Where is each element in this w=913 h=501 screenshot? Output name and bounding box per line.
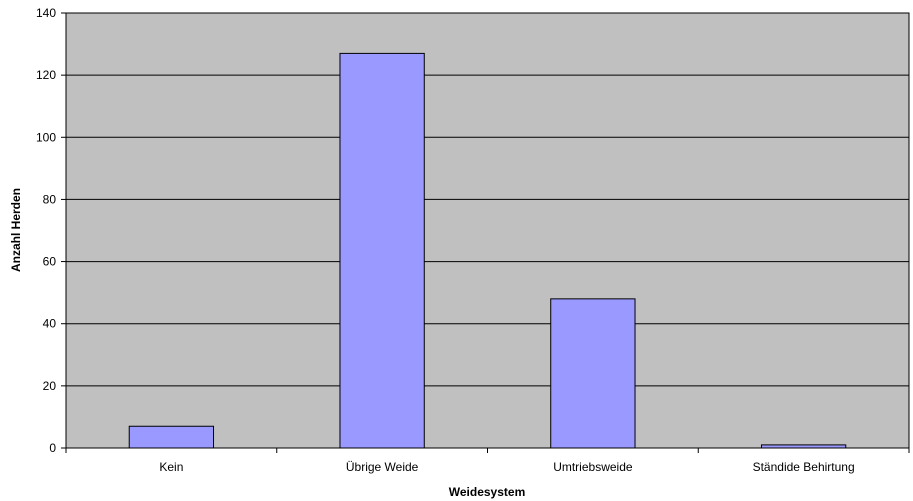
y-tick-label: 80 xyxy=(43,192,57,206)
gridlines xyxy=(66,74,909,387)
y-tick-label: 60 xyxy=(43,255,57,269)
bars xyxy=(128,52,847,449)
bar xyxy=(550,298,636,449)
y-tick-label: 0 xyxy=(49,441,56,455)
x-tick-label: Umtriebsweide xyxy=(553,460,633,474)
plot-area xyxy=(65,12,910,449)
x-tick-label: Übrige Weide xyxy=(346,460,419,474)
y-tick-label: 40 xyxy=(43,317,57,331)
x-axis-title: Weidesystem xyxy=(449,485,525,499)
x-tick-label: Kein xyxy=(159,460,183,474)
y-tick-label: 100 xyxy=(36,130,56,144)
y-tick-label: 20 xyxy=(43,379,57,393)
y-tick-label: 140 xyxy=(36,6,56,20)
y-tick-labels: 0 20 40 60 80 100 120 140 xyxy=(36,6,56,455)
bar xyxy=(128,425,215,449)
x-tick-label: Ständide Behirtung xyxy=(753,460,855,474)
y-axis-title: Anzahl Herden xyxy=(9,188,23,272)
axes xyxy=(61,12,910,453)
bar xyxy=(339,52,425,449)
x-tick-labels: Kein Übrige Weide Umtriebsweide Ständide Be… xyxy=(159,460,854,474)
y-tick-label: 120 xyxy=(36,68,56,82)
